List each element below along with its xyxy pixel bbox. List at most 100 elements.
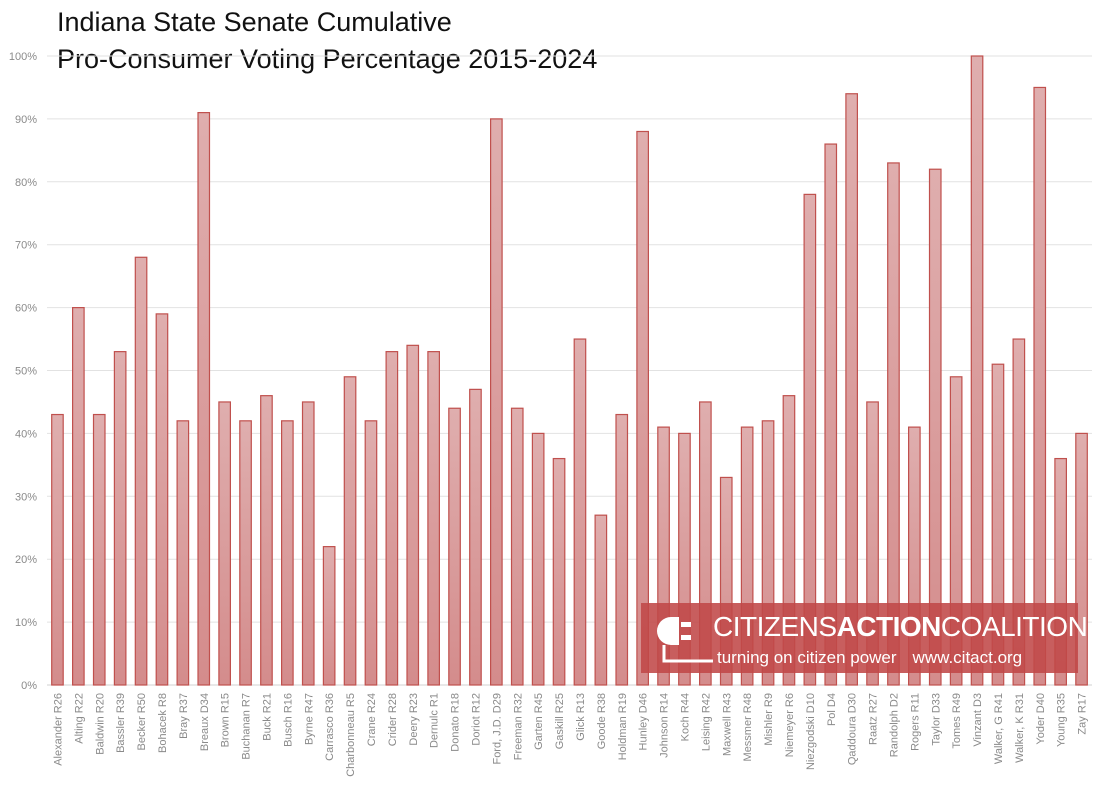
y-tick-label: 90%	[15, 114, 37, 126]
logo-url: www.citact.org	[912, 648, 1023, 667]
logo-name-citizens: CITIZENS	[713, 611, 837, 642]
bar	[719, 476, 733, 686]
bar	[51, 413, 64, 686]
y-tick-label: 80%	[15, 177, 37, 189]
x-tick-label: Donato R18	[450, 693, 462, 752]
bar	[1075, 432, 1088, 686]
x-tick-label: Dernulc R1	[429, 693, 441, 748]
x-tick-label: Raatz R27	[868, 693, 880, 745]
bar	[239, 420, 252, 686]
x-tick-label: Tomes R49	[951, 693, 963, 749]
y-axis-ticks: 0% 10% 20% 30% 40% 50% 60% 70% 80% 90% 100%	[9, 51, 37, 692]
x-tick-label: Charbonneau R5	[345, 693, 357, 777]
bar	[469, 388, 482, 686]
x-tick-label: Qaddoura D30	[847, 693, 859, 765]
bar	[887, 162, 900, 686]
x-tick-label: Gaskill R25	[554, 693, 566, 749]
x-tick-label: Busch R16	[282, 693, 294, 747]
bar	[657, 426, 670, 686]
bar	[678, 432, 691, 686]
x-tick-label: Pol D4	[826, 693, 838, 726]
chart-title: Indiana State Senate Cumulative Pro-Cons…	[57, 4, 597, 78]
bar	[176, 420, 190, 686]
x-tick-label: Garten R45	[533, 693, 545, 750]
x-tick-label: Walker, K R31	[1014, 693, 1026, 763]
x-tick-label: Niemeyer R6	[784, 693, 796, 757]
bar	[301, 401, 315, 686]
x-tick-label: Buck R21	[261, 693, 273, 741]
bar	[761, 420, 775, 686]
chart-title-line1: Indiana State Senate Cumulative	[57, 7, 452, 37]
x-tick-label: Buchanan R7	[241, 693, 253, 760]
logo-name-action: ACTION	[836, 611, 942, 642]
x-tick-label: Zay R17	[1077, 693, 1089, 735]
bar	[510, 407, 524, 686]
x-tick-label: Glick R13	[575, 693, 587, 741]
x-tick-label: Mishler R9	[763, 693, 775, 746]
x-tick-label: Crane R24	[366, 693, 378, 746]
x-tick-label: Randolph D2	[888, 693, 900, 757]
bar	[385, 351, 399, 686]
x-tick-label: Niezgodski D10	[805, 693, 817, 770]
x-tick-label: Holdman R19	[617, 693, 629, 760]
bar	[1033, 86, 1047, 686]
bar	[573, 338, 587, 686]
y-tick-label: 10%	[15, 617, 37, 629]
x-tick-label: Alting R22	[73, 693, 85, 744]
bar	[448, 407, 461, 686]
x-tick-label: Hunley D46	[638, 693, 650, 750]
x-tick-label: Rogers R11	[909, 693, 921, 751]
x-tick-label: Carrasco R36	[324, 693, 336, 761]
bar	[218, 401, 231, 686]
x-tick-label: Bray R37	[178, 693, 190, 739]
x-tick-label: Becker R50	[136, 693, 148, 750]
bar	[134, 256, 148, 686]
y-tick-label: 70%	[15, 240, 37, 252]
bar	[928, 168, 942, 686]
x-tick-label: Yoder D40	[1035, 693, 1047, 745]
x-axis-ticks: Alexander R26 Alting R22 Baldwin R20 Bassle…	[52, 693, 1088, 777]
logo-tagline-row: turning on citizen power www.citact.org	[717, 648, 1022, 668]
x-tick-label: Johnson R14	[659, 693, 671, 758]
logo-name: CITIZENSACTIONCOALITION	[713, 611, 1088, 643]
x-tick-label: Freeman R32	[512, 693, 524, 760]
x-tick-label: Leising R42	[700, 693, 712, 751]
x-tick-label: Ford, J.D. D29	[491, 693, 503, 765]
x-tick-label: Maxwell R43	[721, 693, 733, 756]
bar	[1012, 338, 1026, 686]
x-tick-label: Crider R28	[387, 693, 399, 746]
bar	[155, 313, 169, 686]
bar	[322, 546, 336, 686]
bar	[866, 401, 879, 686]
y-tick-label: 0%	[21, 680, 37, 692]
bar	[490, 118, 503, 686]
bars	[51, 55, 1088, 686]
y-tick-label: 30%	[15, 491, 37, 503]
x-tick-label: Alexander R26	[52, 693, 64, 766]
logo-tagline: turning on citizen power	[717, 648, 897, 667]
y-tick-label: 20%	[15, 554, 37, 566]
bar	[92, 413, 106, 686]
x-tick-label: Young R35	[1056, 693, 1068, 747]
x-tick-label: Doriot R12	[470, 693, 482, 746]
x-tick-label: Breaux D34	[199, 693, 211, 751]
bar	[552, 457, 566, 686]
x-tick-label: Bassler R39	[115, 693, 127, 753]
bar	[197, 112, 211, 686]
bar	[531, 432, 545, 686]
bar	[615, 413, 629, 686]
x-tick-label: Messmer R48	[742, 693, 754, 761]
bar	[824, 143, 838, 686]
citizens-action-coalition-logo: CITIZENSACTIONCOALITION turning on citiz…	[641, 603, 1088, 673]
y-tick-label: 50%	[15, 366, 37, 378]
x-tick-label: Baldwin R20	[94, 693, 106, 755]
bar	[699, 401, 712, 686]
x-tick-label: Koch R44	[679, 693, 691, 741]
bar	[782, 395, 796, 686]
bar	[845, 93, 858, 686]
bar	[803, 193, 817, 686]
bar	[72, 307, 85, 686]
bar	[908, 426, 921, 686]
bar	[1054, 457, 1067, 686]
bar	[343, 376, 357, 686]
